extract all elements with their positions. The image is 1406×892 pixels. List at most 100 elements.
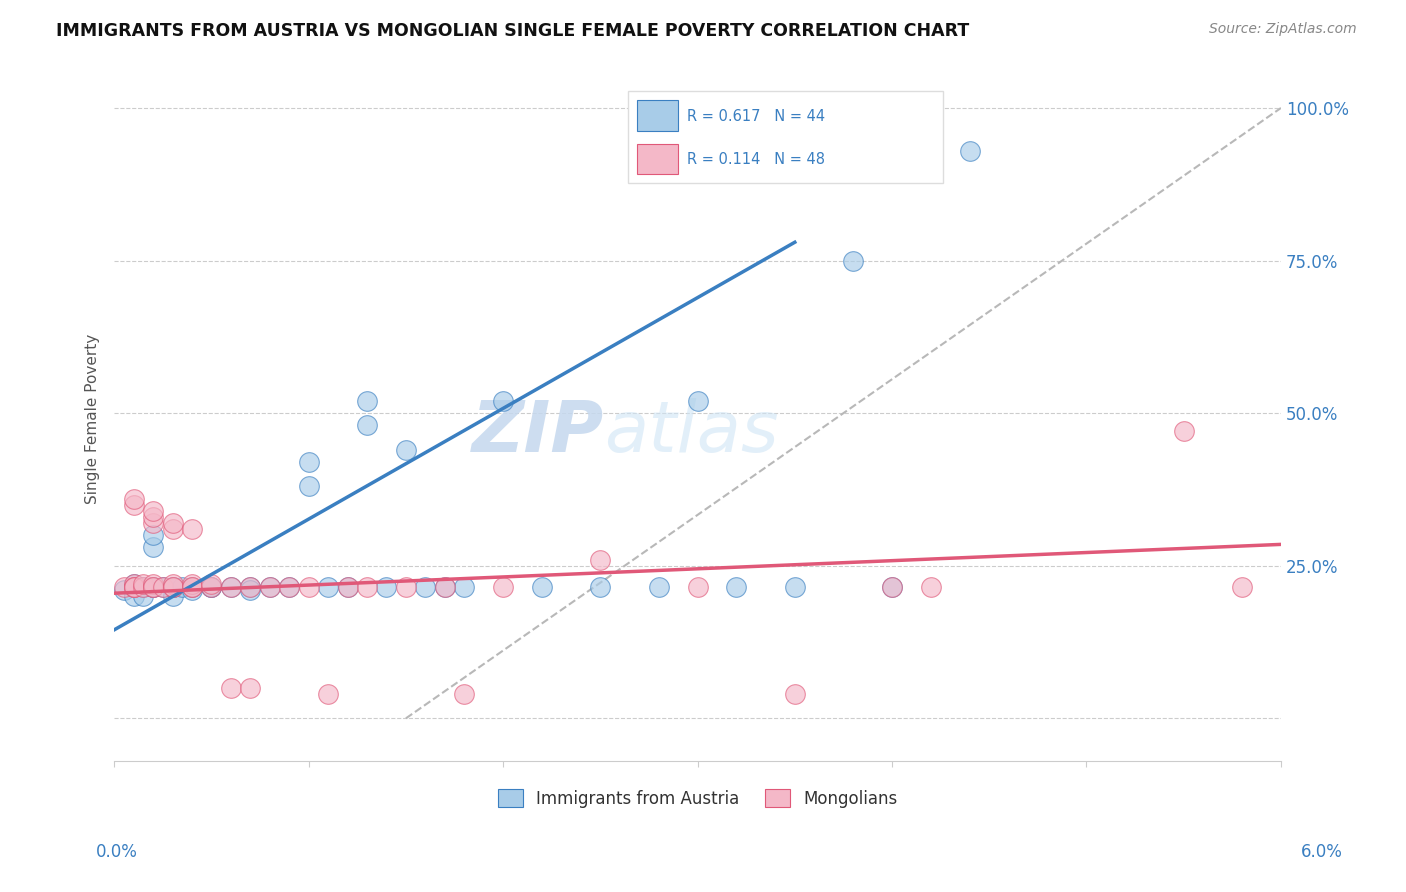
Point [112,580,135,594]
Text: 0.0%: 0.0% [96,843,138,861]
Text: atlas: atlas [605,399,779,467]
Point [162,577,184,591]
Point [200,580,222,594]
Point [219,580,242,594]
Point [530,580,553,594]
Point [122,577,145,591]
Point [162,580,184,594]
Point [122,589,145,603]
Point [152,580,174,594]
Point [239,580,262,594]
Point [316,687,339,701]
Point [142,577,165,591]
Point [200,580,222,594]
Point [132,580,155,594]
Point [200,580,222,594]
Point [181,577,204,591]
Point [415,580,437,594]
Point [589,580,612,594]
Legend: Immigrants from Austria, Mongolians: Immigrants from Austria, Mongolians [491,783,904,814]
Point [1173,425,1195,439]
Point [316,580,339,594]
Point [395,580,418,594]
Point [239,681,262,695]
Point [375,580,398,594]
Point [259,580,281,594]
Point [278,580,301,594]
Point [122,498,145,512]
Text: Source: ZipAtlas.com: Source: ZipAtlas.com [1209,22,1357,37]
Point [181,583,204,598]
Point [162,580,184,594]
Point [200,577,222,591]
Point [492,580,515,594]
Point [453,687,475,701]
Point [142,528,165,542]
Text: IMMIGRANTS FROM AUSTRIA VS MONGOLIAN SINGLE FEMALE POVERTY CORRELATION CHART: IMMIGRANTS FROM AUSTRIA VS MONGOLIAN SIN… [56,22,970,40]
Point [142,541,165,555]
Point [336,580,359,594]
Point [132,577,155,591]
Point [298,580,321,594]
Point [122,580,145,594]
Point [589,552,612,566]
Point [433,580,456,594]
Point [142,516,165,530]
Point [395,442,418,457]
Text: 6.0%: 6.0% [1301,843,1343,861]
Point [453,580,475,594]
Point [880,580,903,594]
Point [181,580,204,594]
Point [278,580,301,594]
Y-axis label: Single Female Poverty: Single Female Poverty [86,334,100,504]
Text: ZIP: ZIP [472,399,605,467]
Point [122,580,145,594]
Point [122,491,145,506]
Point [122,580,145,594]
Point [880,580,903,594]
Point [181,580,204,594]
Point [219,580,242,594]
Point [356,418,378,433]
Point [492,393,515,408]
Point [132,589,155,603]
Point [433,580,456,594]
Point [298,479,321,493]
Point [783,580,806,594]
Point [142,580,165,594]
Point [356,580,378,594]
Point [239,583,262,598]
Point [142,504,165,518]
Point [725,580,748,594]
Point [142,580,165,594]
Point [162,589,184,603]
Point [142,580,165,594]
Point [842,253,865,268]
Point [336,580,359,594]
Point [259,580,281,594]
Point [172,580,194,594]
Point [686,580,709,594]
Point [298,455,321,469]
Point [142,510,165,524]
Point [162,516,184,530]
Point [112,583,135,598]
Point [783,687,806,701]
Point [686,393,709,408]
Point [1230,580,1253,594]
Point [181,580,204,594]
Point [132,580,155,594]
Point [162,580,184,594]
Point [162,522,184,536]
Point [959,144,981,158]
Point [152,580,174,594]
Point [647,580,669,594]
Point [162,580,184,594]
Point [219,681,242,695]
Point [356,393,378,408]
Point [920,580,942,594]
Point [122,577,145,591]
Point [181,522,204,536]
Point [239,580,262,594]
Point [142,580,165,594]
